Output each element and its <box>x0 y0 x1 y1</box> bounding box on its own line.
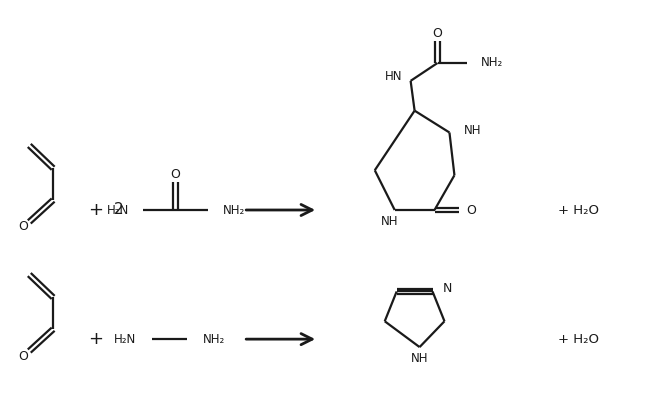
Text: O: O <box>433 27 443 39</box>
Text: O: O <box>18 349 28 362</box>
Text: NH: NH <box>463 124 481 137</box>
Text: +: + <box>89 201 104 219</box>
Text: NH: NH <box>381 215 399 228</box>
Text: +: + <box>89 330 104 348</box>
Text: H₂N: H₂N <box>107 204 129 216</box>
Text: N: N <box>443 282 452 295</box>
Text: HN: HN <box>385 71 402 84</box>
Text: + H₂O: + H₂O <box>558 333 599 346</box>
Text: O: O <box>466 204 476 216</box>
Text: NH₂: NH₂ <box>203 333 225 346</box>
Text: NH: NH <box>411 352 428 365</box>
Text: O: O <box>171 168 181 181</box>
Text: O: O <box>18 220 28 234</box>
Text: H₂N: H₂N <box>114 333 136 346</box>
Text: NH₂: NH₂ <box>223 204 245 216</box>
Text: NH₂: NH₂ <box>481 56 503 69</box>
Text: + H₂O: + H₂O <box>558 204 599 216</box>
Text: 2: 2 <box>114 202 124 218</box>
